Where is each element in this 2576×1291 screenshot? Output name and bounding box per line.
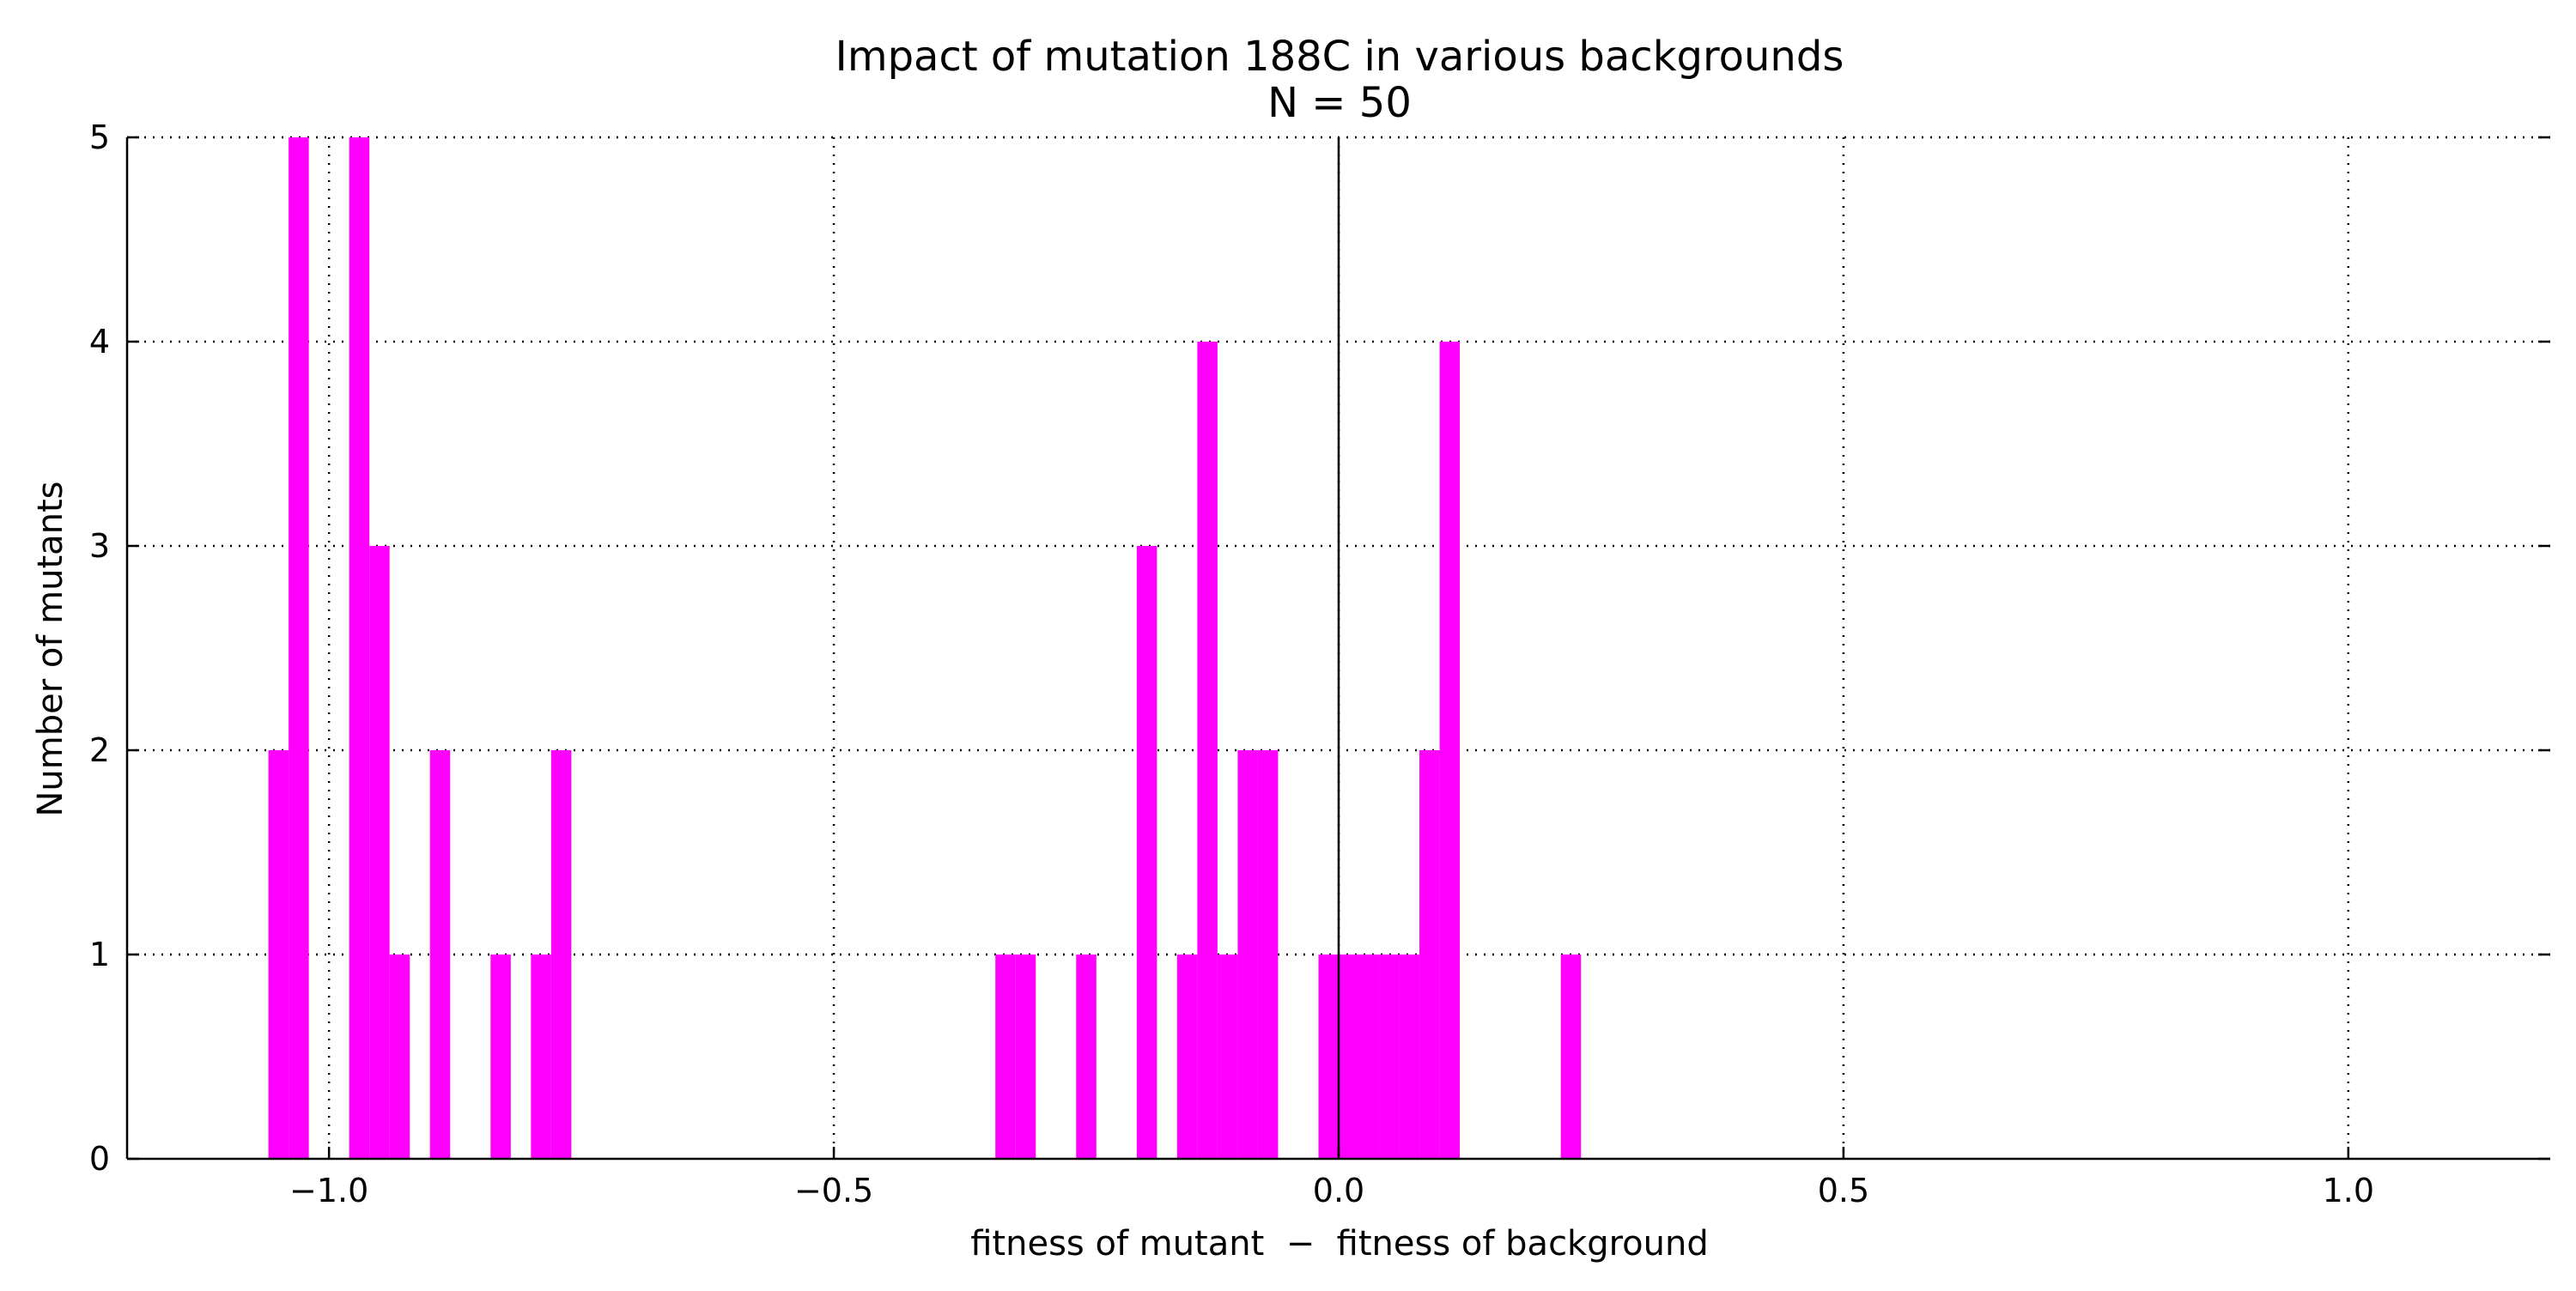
histogram-bar [389, 955, 410, 1159]
histogram-bar [369, 546, 390, 1159]
x-tick-label: −0.5 [794, 1172, 873, 1209]
y-tick-label: 4 [89, 323, 110, 361]
histogram-bar [1257, 750, 1279, 1159]
histogram-bar [1217, 955, 1238, 1159]
x-tick-label: −1.0 [289, 1172, 368, 1209]
histogram-bar [1197, 342, 1218, 1159]
histogram-bar [1176, 955, 1198, 1159]
histogram-bar [1237, 750, 1258, 1159]
axes [125, 136, 2550, 1161]
histogram-bar [429, 750, 451, 1159]
y-tick-label: 1 [89, 936, 110, 973]
histogram-bar [1358, 955, 1380, 1159]
y-tick-label: 0 [89, 1140, 110, 1178]
histogram-bar [268, 750, 289, 1159]
y-tick-label: 3 [89, 527, 110, 565]
histogram-bars [268, 137, 1582, 1159]
histogram-bar [1399, 955, 1420, 1159]
x-tick-label: 0.0 [1313, 1172, 1364, 1209]
histogram-bar [1560, 955, 1582, 1159]
histogram-bar [1339, 955, 1359, 1159]
histogram-bar [289, 137, 309, 1159]
histogram-bar [490, 955, 511, 1159]
histogram-bar [1076, 955, 1097, 1159]
histogram-bar [550, 750, 572, 1159]
x-axis-label: fitness of mutant − fitness of backgroun… [970, 1224, 1709, 1264]
histogram-bar [531, 955, 551, 1159]
histogram-bar [1379, 955, 1400, 1159]
chart-subtitle: N = 50 [1267, 79, 1412, 127]
histogram-bar [1419, 750, 1440, 1159]
histogram-bar [1136, 546, 1157, 1159]
y-tick-label: 5 [89, 118, 110, 156]
tick-labels: 0 1 2 3 4 5 −1.0 −0.5 0.0 0.5 1.0 [89, 118, 2374, 1209]
chart-title: Impact of mutation 188C in various backg… [835, 33, 1844, 81]
y-axis-label: Number of mutants [31, 481, 70, 816]
histogram-bar [349, 137, 370, 1159]
histogram-bar [995, 955, 1016, 1159]
x-tick-label: 1.0 [2323, 1172, 2374, 1209]
histogram-bar [1318, 955, 1339, 1159]
y-tick-label: 2 [89, 731, 110, 769]
histogram-bar [1439, 342, 1461, 1159]
histogram-bar [1015, 955, 1036, 1159]
x-tick-label: 0.5 [1818, 1172, 1869, 1209]
